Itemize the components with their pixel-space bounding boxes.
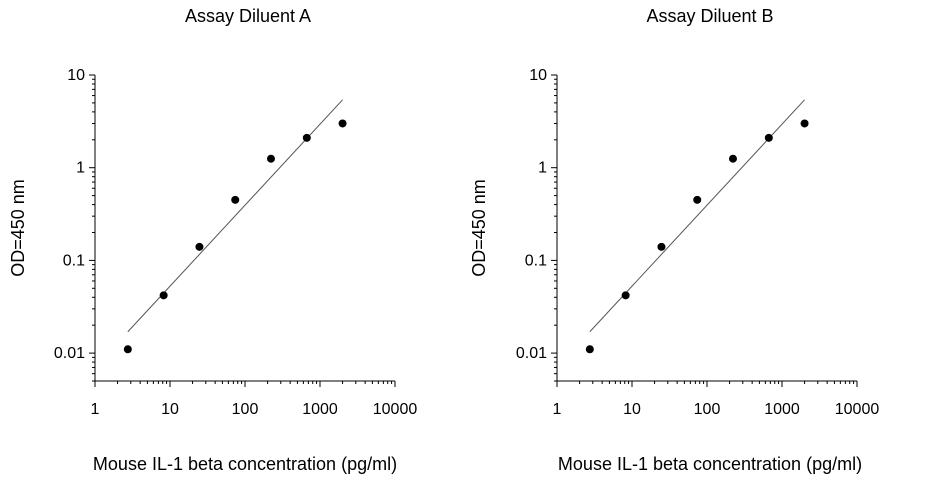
chart-1-data-point	[585, 345, 594, 354]
chart-0-y-axis-label: OD=450 nm	[8, 179, 28, 277]
chart-0-x-axis-label: Mouse IL-1 beta concentration (pg/ml)	[93, 454, 397, 474]
chart-0-x-tick-label: 1000	[302, 401, 338, 418]
chart-1-data-point	[621, 291, 630, 300]
chart-0-data-point	[159, 291, 168, 300]
chart-assay-diluent-a: Assay Diluent A 0.01 0.1 1 10 1 10 100 1000 10000…	[8, 6, 417, 474]
chart-1-data-point	[764, 133, 773, 142]
chart-1-x-axis-label: Mouse IL-1 beta concentration (pg/ml)	[558, 454, 862, 474]
chart-1-data-point	[728, 154, 737, 163]
chart-0-y-tick-label: 0.1	[63, 252, 85, 269]
chart-0-title: Assay Diluent A	[185, 6, 311, 26]
chart-0-data-point	[338, 119, 347, 128]
chart-1-y-tick-label: 0.01	[516, 345, 547, 362]
chart-0-data-point	[123, 345, 132, 354]
chart-1-title: Assay Diluent B	[646, 6, 773, 26]
chart-0-data-point	[266, 154, 275, 163]
chart-0-x-tick-label: 10	[161, 401, 179, 418]
chart-0-data-point	[302, 133, 311, 142]
chart-1-data-point	[657, 242, 666, 251]
chart-1-data-point	[693, 195, 702, 204]
chart-1-x-tick-label: 10	[623, 401, 641, 418]
chart-1-x-tick-label: 10000	[835, 401, 880, 418]
chart-1-y-tick-label: 1	[538, 160, 547, 177]
chart-1-y-tick-label: 10	[529, 67, 547, 84]
chart-0-x-tick-label: 100	[232, 401, 259, 418]
chart-0-x-tick-label: 1	[91, 401, 100, 418]
chart-1-x-tick-label: 1000	[764, 401, 800, 418]
chart-0-data-point	[195, 242, 204, 251]
chart-0-y-tick-label: 1	[76, 160, 85, 177]
chart-0-x-tick-label: 10000	[373, 401, 418, 418]
chart-1-data-point	[800, 119, 809, 128]
chart-1-y-axis-label: OD=450 nm	[469, 179, 489, 277]
chart-0-y-tick-label: 0.01	[54, 345, 85, 362]
chart-1-x-tick-label: 100	[694, 401, 721, 418]
chart-0-y-tick-label: 10	[67, 67, 85, 84]
chart-0-data-point	[231, 195, 240, 204]
chart-assay-diluent-b: Assay Diluent B 0.01 0.1 1 10 1 10 100 1000 10000…	[469, 6, 879, 474]
chart-1-x-tick-label: 1	[553, 401, 562, 418]
chart-1-y-tick-label: 0.1	[525, 252, 547, 269]
